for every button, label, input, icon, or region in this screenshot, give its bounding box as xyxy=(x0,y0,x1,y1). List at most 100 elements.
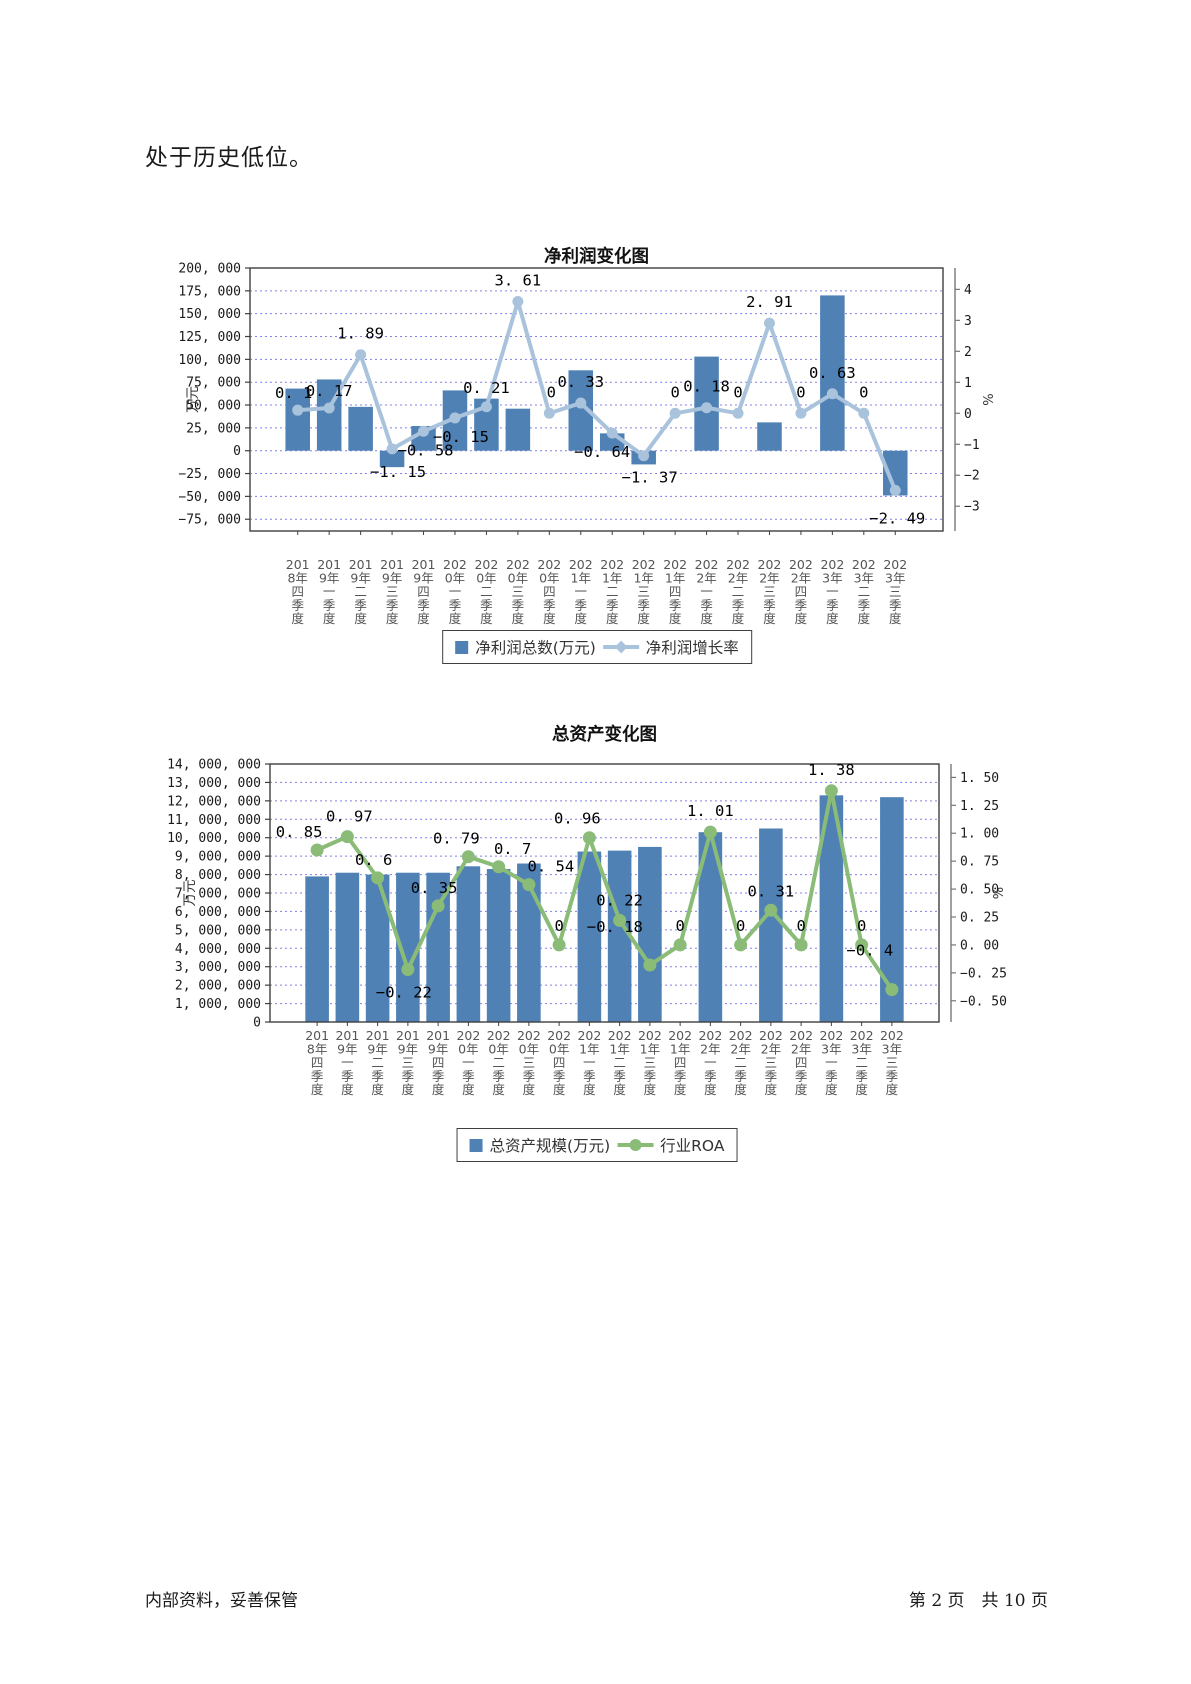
point-value-label: 0. 21 xyxy=(463,379,510,397)
line-series xyxy=(292,295,901,496)
line-marker xyxy=(795,407,807,419)
line-marker xyxy=(386,443,398,455)
line-marker xyxy=(885,983,899,997)
line-series-label: 净利润增长率 xyxy=(645,639,739,657)
category-label: 202 1年四季度 xyxy=(663,557,687,626)
point-value-label: 0. 6 xyxy=(355,851,392,869)
category-label: 202 3年一季度 xyxy=(819,1028,843,1097)
point-value-label: 0. 33 xyxy=(557,373,604,391)
category-label: 202 0年三季度 xyxy=(517,1028,541,1097)
svg-text:0. 25: 0. 25 xyxy=(960,911,999,926)
point-value-label: 0. 96 xyxy=(554,810,601,828)
point-value-label: 0. 85 xyxy=(276,823,323,841)
svg-text:4, 000, 000: 4, 000, 000 xyxy=(175,942,261,957)
svg-text:1, 000, 000: 1, 000, 000 xyxy=(175,997,261,1012)
svg-text:4: 4 xyxy=(964,283,972,298)
category-label: 202 0年三季度 xyxy=(506,557,530,626)
svg-text:125, 000: 125, 000 xyxy=(178,330,241,345)
svg-text:−2: −2 xyxy=(964,469,980,484)
category-label: 202 0年二季度 xyxy=(487,1028,511,1097)
line-marker xyxy=(401,963,415,977)
svg-text:8, 000, 000: 8, 000, 000 xyxy=(175,868,261,883)
point-value-label: 0 xyxy=(670,383,679,401)
total-assets-chart: 总资产变化图 14, 000, 000 13, 000, 000 12, 000, 0… xyxy=(167,724,1007,1097)
point-value-label: 0 xyxy=(796,917,805,935)
bar-series xyxy=(305,795,904,1022)
point-value-label: 3. 61 xyxy=(495,271,542,289)
bar xyxy=(379,450,405,468)
line-marker xyxy=(889,484,901,496)
line-marker xyxy=(703,825,717,839)
category-label: 202 0年四季度 xyxy=(547,1028,571,1097)
line-marker xyxy=(669,407,681,419)
svg-text:−25, 000: −25, 000 xyxy=(178,467,241,482)
line-marker xyxy=(543,407,555,419)
svg-text:−50, 000: −50, 000 xyxy=(178,490,241,505)
point-value-label: 0. 18 xyxy=(683,378,730,396)
point-value-label: −1. 15 xyxy=(370,463,426,481)
svg-text:7, 000, 000: 7, 000, 000 xyxy=(175,887,261,902)
left-axis-title: 万元 xyxy=(185,386,201,413)
point-value-label: −0. 4 xyxy=(847,942,894,960)
svg-text:−75, 000: −75, 000 xyxy=(178,513,241,528)
line-marker xyxy=(492,860,506,874)
point-value-label: −0. 15 xyxy=(433,428,489,446)
point-value-label: −0. 58 xyxy=(398,441,454,459)
line-marker xyxy=(734,938,748,952)
category-label: 202 1年四季度 xyxy=(668,1028,692,1097)
svg-text:1. 50: 1. 50 xyxy=(960,771,999,786)
category-label: 202 0年四季度 xyxy=(537,557,561,626)
point-value-label: 0. 1 xyxy=(275,384,312,402)
line-marker xyxy=(701,402,713,414)
right-axis: 1. 50 1. 25 1. 00 0. 75 0. 50 0. 25 0. 00 −0. 2… xyxy=(950,764,1007,1022)
line-marker xyxy=(858,407,870,419)
svg-text:9, 000, 000: 9, 000, 000 xyxy=(175,850,261,865)
category-label: 201 9年一季度 xyxy=(335,1028,359,1097)
svg-text:0. 00: 0. 00 xyxy=(960,938,999,953)
bar xyxy=(505,408,531,451)
svg-text:2: 2 xyxy=(964,345,972,360)
line-marker xyxy=(480,401,492,413)
point-labels: 0. 850. 97 0. 6 −0. 22 0. 35 0. 79 0. 70. 54 0… xyxy=(276,761,893,1002)
bar-series-swatch-icon xyxy=(469,1138,483,1152)
svg-text:150, 000: 150, 000 xyxy=(178,307,241,322)
point-value-label: −0. 64 xyxy=(574,443,630,461)
category-label: 202 2年二季度 xyxy=(726,557,750,626)
line-marker xyxy=(855,938,869,952)
plot-area xyxy=(249,267,944,532)
chart-title: 总资产变化图 xyxy=(552,724,657,745)
line-series-label: 行业ROA xyxy=(660,1137,725,1155)
svg-text:0. 75: 0. 75 xyxy=(960,855,999,870)
point-value-label: −1. 37 xyxy=(622,469,678,487)
right-axis-title: % xyxy=(992,887,1007,899)
bar-series-label: 净利润总数(万元) xyxy=(475,639,596,657)
point-value-label: 0 xyxy=(796,383,805,401)
svg-text:3, 000, 000: 3, 000, 000 xyxy=(175,960,261,975)
line-marker xyxy=(643,958,657,972)
svg-text:12, 000, 000: 12, 000, 000 xyxy=(167,794,261,809)
svg-text:75, 000: 75, 000 xyxy=(186,376,241,391)
svg-text:200, 000: 200, 000 xyxy=(178,262,241,277)
point-value-label: 0 xyxy=(675,917,684,935)
svg-text:1. 25: 1. 25 xyxy=(960,799,999,814)
line-marker xyxy=(461,850,475,864)
bar xyxy=(285,388,310,451)
point-value-label: 1. 38 xyxy=(808,761,855,779)
category-label: 201 9年四季度 xyxy=(426,1028,450,1097)
line-marker xyxy=(323,402,335,414)
bar xyxy=(396,872,420,1022)
category-label: 202 1年一季度 xyxy=(577,1028,601,1097)
line-marker xyxy=(431,899,445,913)
category-label: 202 1年一季度 xyxy=(569,557,593,626)
category-label: 201 8年四季度 xyxy=(305,1028,329,1097)
line-marker xyxy=(763,317,775,329)
svg-text:−1: −1 xyxy=(964,438,980,453)
line-marker xyxy=(449,412,461,424)
category-label: 201 9年二季度 xyxy=(366,1028,390,1097)
svg-text:1: 1 xyxy=(964,376,972,391)
right-axis-title: % xyxy=(982,393,997,405)
category-label: 202 1年三季度 xyxy=(632,557,656,626)
